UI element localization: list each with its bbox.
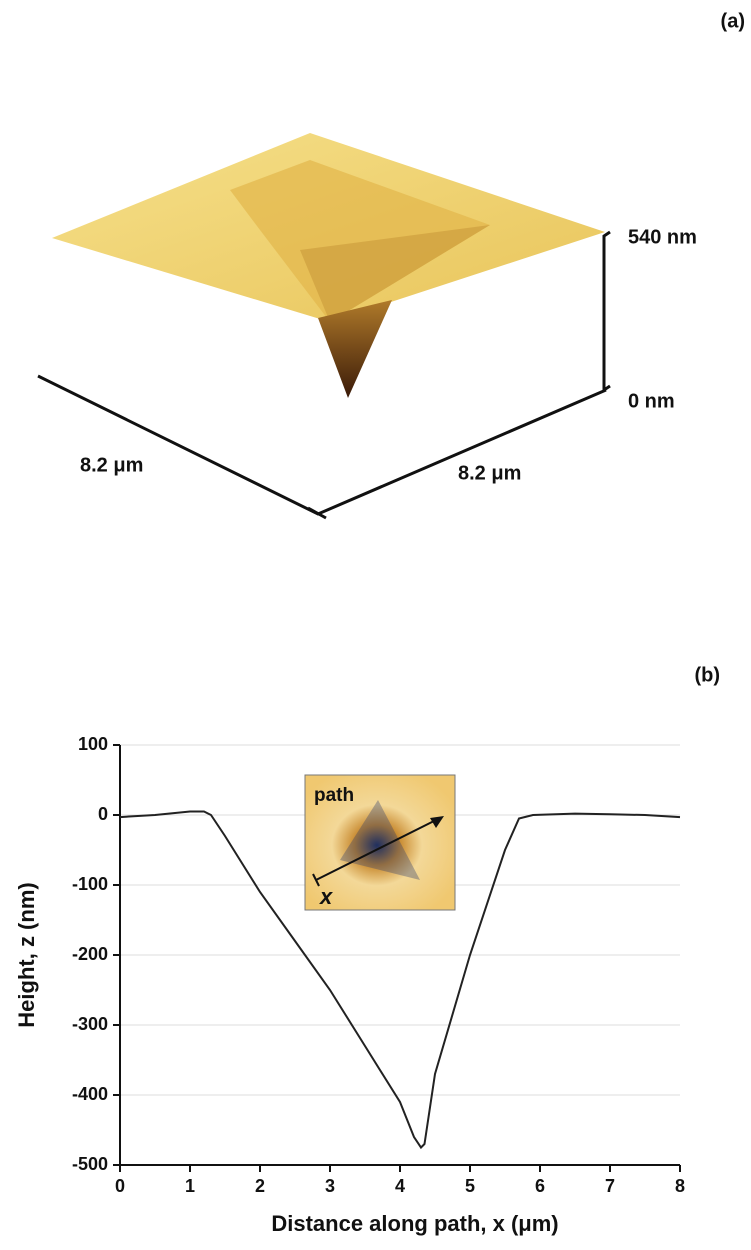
y-tick-label: -400 xyxy=(72,1084,108,1104)
panel-label: (a) xyxy=(721,10,745,32)
y-tick-label: 100 xyxy=(78,734,108,754)
y-tick-label: 0 xyxy=(98,804,108,824)
figure: (a) 540 nm 0 nm 8.2 μm 8.2 μm (b) 100 0 -1… xyxy=(0,0,751,1245)
x-tick-label: 0 xyxy=(115,1176,125,1196)
x-tick-label: 5 xyxy=(465,1176,475,1196)
inset-axis-label: x xyxy=(319,884,333,909)
x-tick-label: 1 xyxy=(185,1176,195,1196)
x-tick-label: 8 xyxy=(675,1176,685,1196)
x-tick-label: 6 xyxy=(535,1176,545,1196)
x-tick-label: 4 xyxy=(395,1176,405,1196)
x-tick-label: 3 xyxy=(325,1176,335,1196)
x-axis-label: Distance along path, x (μm) xyxy=(271,1211,558,1236)
y-tick-label: -500 xyxy=(72,1154,108,1174)
x-tick-label: 2 xyxy=(255,1176,265,1196)
y-tick-label: -300 xyxy=(72,1014,108,1034)
y-axis-label: Height, z (nm) xyxy=(14,882,39,1027)
y-tick-label: -100 xyxy=(72,874,108,894)
size-label: 8.2 μm xyxy=(80,454,143,476)
inset-label: path xyxy=(314,785,354,806)
x-tick-label: 7 xyxy=(605,1176,615,1196)
y-tick-label: -200 xyxy=(72,944,108,964)
z-label: 540 nm xyxy=(628,226,697,248)
z-label: 0 nm xyxy=(628,390,675,412)
size-label: 8.2 μm xyxy=(458,462,521,484)
panel-label: (b) xyxy=(694,664,720,686)
inset: path x xyxy=(305,775,455,910)
